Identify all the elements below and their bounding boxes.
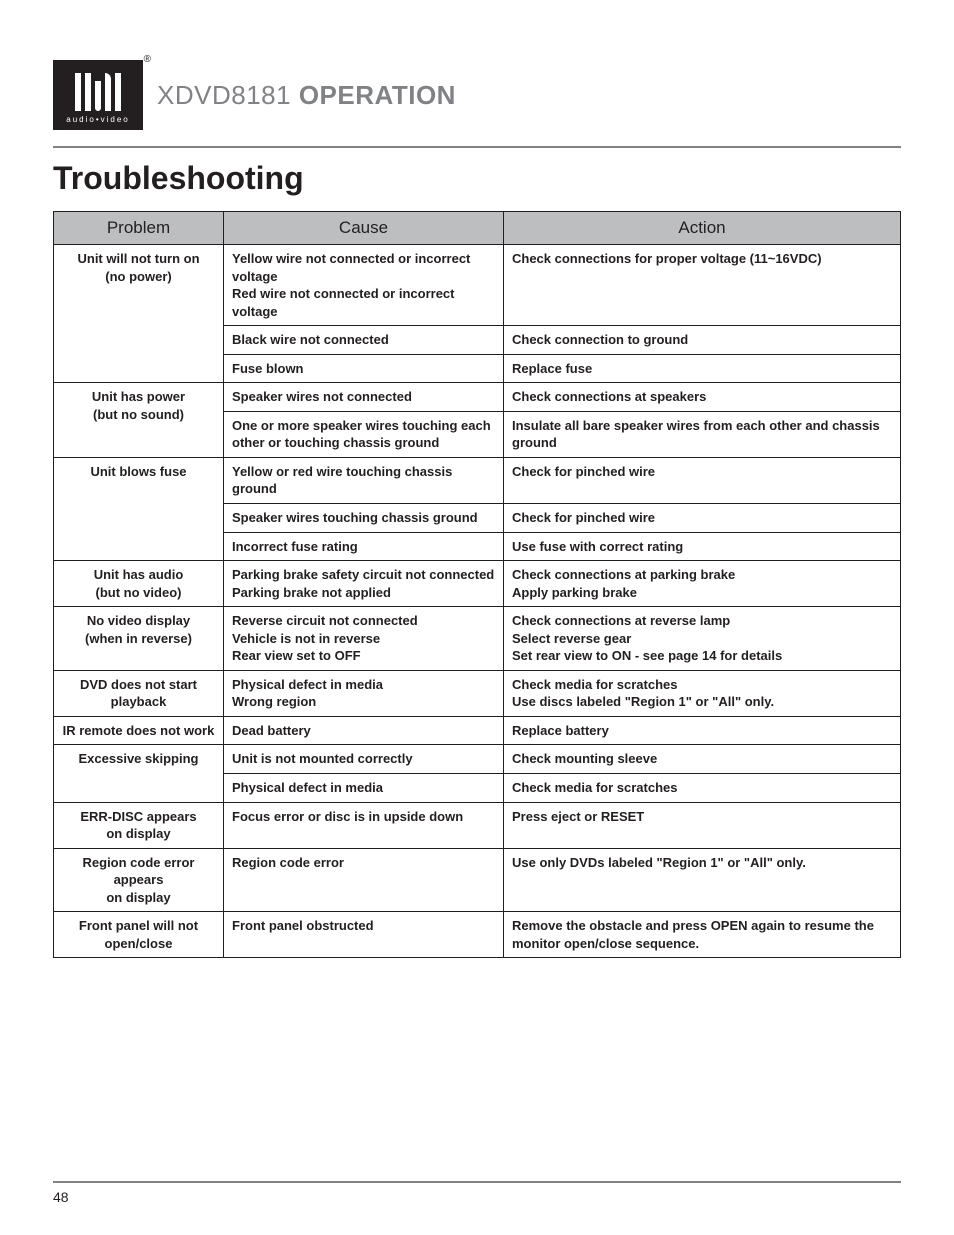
action-cell: Check connections at reverse lampSelect … [504, 607, 901, 671]
header-row: ® audio•video XDVD8181 OPERATION [53, 60, 901, 130]
troubleshooting-table: Problem Cause Action Unit will not turn … [53, 211, 901, 958]
table-row: IR remote does not workDead batteryRepla… [54, 716, 901, 745]
logo-tagline: audio•video [66, 115, 130, 124]
cause-cell: Black wire not connected [224, 326, 504, 355]
cause-cell: Yellow wire not connected or incorrect v… [224, 245, 504, 326]
header-rule [53, 146, 901, 148]
cause-cell: Yellow or red wire touching chassis grou… [224, 457, 504, 503]
table-row: Excessive skippingUnit is not mounted co… [54, 745, 901, 774]
action-cell: Remove the obstacle and press OPEN again… [504, 912, 901, 958]
action-cell: Check connections for proper voltage (11… [504, 245, 901, 326]
action-cell: Use fuse with correct rating [504, 532, 901, 561]
col-header-cause: Cause [224, 212, 504, 245]
cause-cell: Unit is not mounted correctly [224, 745, 504, 774]
cause-cell: Focus error or disc is in upside down [224, 802, 504, 848]
action-cell: Check connections at parking brakeApply … [504, 561, 901, 607]
problem-cell: Unit has power(but no sound) [54, 383, 224, 458]
action-cell: Check connections at speakers [504, 383, 901, 412]
page-number: 48 [53, 1189, 69, 1205]
table-row: Unit has power(but no sound)Speaker wire… [54, 383, 901, 412]
action-cell: Check connection to ground [504, 326, 901, 355]
cause-cell: Physical defect in media [224, 774, 504, 803]
action-cell: Check for pinched wire [504, 457, 901, 503]
cause-cell: Parking brake safety circuit not connect… [224, 561, 504, 607]
action-cell: Replace fuse [504, 354, 901, 383]
operation-label: OPERATION [299, 80, 456, 110]
section-title: Troubleshooting [53, 160, 901, 197]
document-title: XDVD8181 OPERATION [157, 80, 456, 111]
action-cell: Check media for scratchesUse discs label… [504, 670, 901, 716]
cause-cell: Speaker wires touching chassis ground [224, 504, 504, 533]
brand-logo: ® audio•video [53, 60, 143, 130]
cause-cell: Reverse circuit not connectedVehicle is … [224, 607, 504, 671]
table-row: Region code error appearson displayRegio… [54, 848, 901, 912]
table-row: ERR-DISC appearson displayFocus error or… [54, 802, 901, 848]
page-footer: 48 [53, 1181, 901, 1205]
action-cell: Check media for scratches [504, 774, 901, 803]
problem-cell: Unit will not turn on(no power) [54, 245, 224, 383]
problem-cell: Excessive skipping [54, 745, 224, 802]
table-row: Unit blows fuseYellow or red wire touchi… [54, 457, 901, 503]
table-row: Front panel will notopen/closeFront pane… [54, 912, 901, 958]
action-cell: Replace battery [504, 716, 901, 745]
action-cell: Check for pinched wire [504, 504, 901, 533]
table-row: Unit will not turn on(no power)Yellow wi… [54, 245, 901, 326]
problem-cell: No video display(when in reverse) [54, 607, 224, 671]
action-cell: Check mounting sleeve [504, 745, 901, 774]
cause-cell: Physical defect in mediaWrong region [224, 670, 504, 716]
action-cell: Use only DVDs labeled "Region 1" or "All… [504, 848, 901, 912]
page: ® audio•video XDVD8181 OPERATION Trouble… [0, 0, 954, 1235]
cause-cell: Region code error [224, 848, 504, 912]
table-header-row: Problem Cause Action [54, 212, 901, 245]
logo-bars-icon [75, 71, 121, 111]
cause-cell: Speaker wires not connected [224, 383, 504, 412]
table-row: Unit has audio(but no video)Parking brak… [54, 561, 901, 607]
problem-cell: ERR-DISC appearson display [54, 802, 224, 848]
cause-cell: Dead battery [224, 716, 504, 745]
problem-cell: Region code error appearson display [54, 848, 224, 912]
cause-cell: One or more speaker wires touching each … [224, 411, 504, 457]
table-row: DVD does not start playbackPhysical defe… [54, 670, 901, 716]
model-number: XDVD8181 [157, 80, 291, 110]
problem-cell: DVD does not start playback [54, 670, 224, 716]
cause-cell: Incorrect fuse rating [224, 532, 504, 561]
col-header-action: Action [504, 212, 901, 245]
problem-cell: Unit blows fuse [54, 457, 224, 560]
registered-mark: ® [144, 54, 151, 65]
problem-cell: Front panel will notopen/close [54, 912, 224, 958]
action-cell: Press eject or RESET [504, 802, 901, 848]
col-header-problem: Problem [54, 212, 224, 245]
action-cell: Insulate all bare speaker wires from eac… [504, 411, 901, 457]
cause-cell: Front panel obstructed [224, 912, 504, 958]
problem-cell: IR remote does not work [54, 716, 224, 745]
problem-cell: Unit has audio(but no video) [54, 561, 224, 607]
cause-cell: Fuse blown [224, 354, 504, 383]
table-row: No video display(when in reverse)Reverse… [54, 607, 901, 671]
